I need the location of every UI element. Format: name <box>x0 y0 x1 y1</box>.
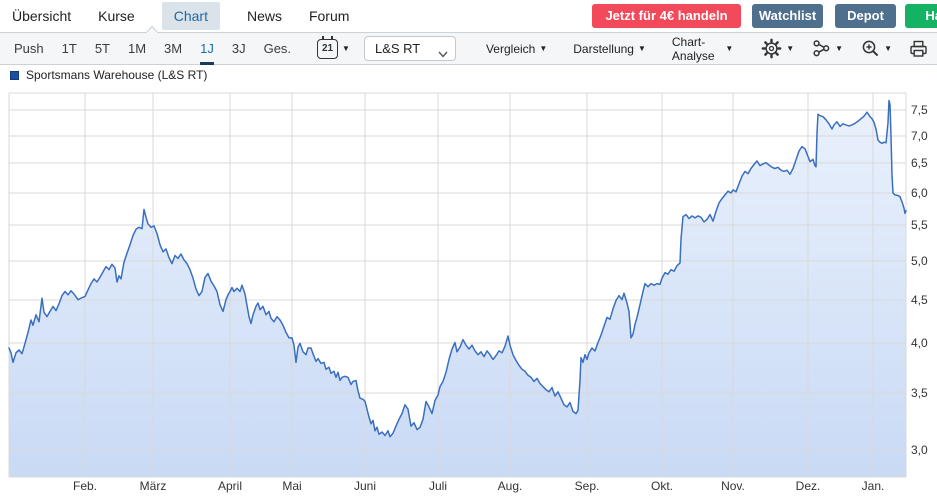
calendar-icon: 21 <box>317 35 339 59</box>
period-3j[interactable]: 3J <box>231 41 246 56</box>
price-area <box>9 100 906 477</box>
depot-button[interactable]: Depot <box>835 4 896 28</box>
vergleich-label: Vergleich <box>485 41 536 56</box>
darstellung-label: Darstellung <box>573 41 634 56</box>
chevron-down-icon: ▼ <box>637 44 646 53</box>
x-axis-month-labels: Feb. März April Mai Juni Juli Aug. Sep. Okt. Nov.… <box>73 479 884 493</box>
darstellung-menu[interactable]: Darstellung ▼ <box>573 42 646 56</box>
svg-text:Jan.: Jan. <box>862 479 885 493</box>
printer-icon <box>908 39 929 58</box>
chart-toolbar: Push 1T 5T 1M 3M 1J 3J Ges. 21 ▼ L&S RT … <box>0 32 937 65</box>
feed-select[interactable]: L&S RT <box>363 36 456 61</box>
svg-text:4,5: 4,5 <box>911 293 928 307</box>
period-5t[interactable]: 5T <box>94 41 110 56</box>
svg-text:6,0: 6,0 <box>911 186 928 200</box>
chevron-down-icon: ▼ <box>884 44 892 53</box>
top-navigation: Übersicht Kurse Chart News Forum Jetzt f… <box>0 0 937 31</box>
y-axis-tick-labels: 3,0 3,5 4,0 4,5 5,0 5,5 6,0 6,5 7,0 7,5 <box>911 103 928 457</box>
svg-text:6,5: 6,5 <box>911 156 928 170</box>
svg-text:4,0: 4,0 <box>911 336 928 350</box>
handeln-button[interactable]: Handeln <box>905 4 937 28</box>
svg-text:7,5: 7,5 <box>911 103 928 117</box>
svg-text:5,5: 5,5 <box>911 218 928 232</box>
period-push[interactable]: Push <box>14 41 44 56</box>
price-line <box>8 99 907 438</box>
tab-kurse[interactable]: Kurse <box>98 7 135 24</box>
chart-gridlines <box>8 92 907 478</box>
tab-uebersicht[interactable]: Übersicht <box>12 7 72 24</box>
period-1j[interactable]: 1J <box>200 41 214 65</box>
feed-select-wrap: L&S RT <box>363 36 456 61</box>
nav-tabs: Übersicht Kurse Chart News Forum <box>0 0 937 31</box>
vergleich-menu[interactable]: Vergleich ▼ <box>486 42 547 56</box>
date-range-picker[interactable]: 21 ▼ <box>309 35 350 59</box>
svg-text:3,5: 3,5 <box>911 386 928 400</box>
period-3m[interactable]: 3M <box>164 41 183 56</box>
chevron-down-icon: ▼ <box>725 44 734 53</box>
trade-now-button[interactable]: Jetzt für 4€ handeln <box>592 4 741 28</box>
share-icon <box>812 39 831 58</box>
chart-analyse-menu[interactable]: Chart-Analyse ▼ <box>672 35 733 63</box>
price-chart-canvas[interactable]: 3,0 3,5 4,0 4,5 5,0 5,5 6,0 6,5 7,0 7,5 Feb. März A… <box>0 85 937 498</box>
tab-forum[interactable]: Forum <box>308 7 350 24</box>
watchlist-button[interactable]: Watchlist <box>752 4 823 28</box>
zoom-menu[interactable]: ▼ <box>861 39 892 58</box>
legend-swatch <box>10 70 19 80</box>
svg-text:Mai: Mai <box>282 479 301 493</box>
svg-text:Dez.: Dez. <box>796 479 821 493</box>
print-button[interactable] <box>908 39 929 58</box>
svg-text:7,0: 7,0 <box>911 129 928 143</box>
chevron-down-icon: ▼ <box>342 44 350 53</box>
period-1t[interactable]: 1T <box>61 41 77 56</box>
legend-label: Sportsmans Warehouse (L&S RT) <box>26 68 208 82</box>
chart-analyse-label: Chart-Analyse <box>671 34 715 63</box>
share-menu[interactable]: ▼ <box>812 39 843 58</box>
svg-text:Aug.: Aug. <box>498 479 523 493</box>
legend-item[interactable]: Sportsmans Warehouse (L&S RT) <box>10 68 207 82</box>
svg-text:Nov.: Nov. <box>721 479 745 493</box>
zoom-in-icon <box>861 39 880 58</box>
period-1m[interactable]: 1M <box>127 41 147 56</box>
chevron-down-icon: ▼ <box>539 44 548 53</box>
period-ges[interactable]: Ges. <box>263 41 292 56</box>
svg-text:3,0: 3,0 <box>911 443 928 457</box>
svg-text:Juli: Juli <box>429 479 447 493</box>
svg-text:Juni: Juni <box>354 479 376 493</box>
settings-menu[interactable]: ▼ <box>761 38 794 59</box>
tab-news[interactable]: News <box>246 7 282 24</box>
svg-text:Sep.: Sep. <box>575 479 600 493</box>
svg-text:Okt.: Okt. <box>651 479 673 493</box>
gear-icon <box>761 38 782 59</box>
tab-chart[interactable]: Chart <box>161 1 220 30</box>
svg-text:März: März <box>140 479 167 493</box>
svg-text:Feb.: Feb. <box>73 479 97 493</box>
svg-text:5,0: 5,0 <box>911 254 928 268</box>
chevron-down-icon: ▼ <box>786 44 795 53</box>
svg-text:April: April <box>218 479 242 493</box>
chevron-down-icon: ▼ <box>835 44 844 53</box>
